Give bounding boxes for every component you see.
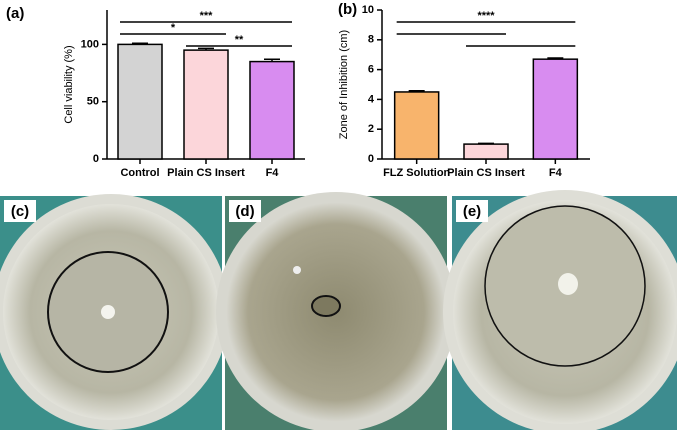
y-tick-label: 50 xyxy=(87,96,99,108)
significance-label: * xyxy=(171,22,176,34)
significance-label: *** xyxy=(200,10,214,22)
error-bar xyxy=(132,42,148,45)
error-bar xyxy=(478,142,494,145)
photo-e xyxy=(443,190,677,430)
photo-label: (d) xyxy=(235,203,254,220)
photo-c xyxy=(0,194,229,430)
y-tick-label: 8 xyxy=(368,34,374,46)
y-tick-label: 2 xyxy=(368,123,374,135)
x-tick-label: FLZ Solution xyxy=(383,167,450,179)
panel-label: (a) xyxy=(6,5,24,22)
photo-label-box xyxy=(4,200,36,222)
error-bar xyxy=(198,47,214,51)
bar xyxy=(393,91,440,160)
photo-label-box xyxy=(229,200,261,222)
y-tick-label: 10 xyxy=(362,4,374,16)
significance-label: ** xyxy=(235,34,244,46)
error-bar xyxy=(264,58,280,62)
x-tick-label: Plain CS Insert xyxy=(167,167,245,179)
bar xyxy=(463,143,509,160)
x-tick-label: Plain CS Insert xyxy=(447,167,525,179)
x-tick-label: F4 xyxy=(266,167,280,179)
photo-label: (e) xyxy=(463,203,481,220)
bar xyxy=(249,60,295,160)
x-tick-label: F4 xyxy=(549,167,563,179)
y-axis-label: Zone of Inhibition (cm) xyxy=(338,30,350,139)
error-bar xyxy=(547,57,564,60)
error-bar xyxy=(408,90,425,92)
y-tick-label: 100 xyxy=(81,38,99,50)
x-tick-label: Control xyxy=(120,167,159,179)
photo-label-box xyxy=(456,200,488,222)
y-tick-label: 6 xyxy=(368,64,374,76)
y-axis-label: Cell viability (%) xyxy=(63,45,75,123)
significance-label: **** xyxy=(477,10,495,22)
y-tick-label: 0 xyxy=(368,153,374,165)
y-tick-label: 0 xyxy=(93,153,99,165)
bar xyxy=(183,49,229,160)
panel-label: (b) xyxy=(338,1,357,18)
bar xyxy=(532,58,579,160)
bar xyxy=(117,43,163,160)
y-tick-label: 4 xyxy=(368,93,375,105)
photo-d xyxy=(216,192,456,430)
photo-label: (c) xyxy=(11,203,29,220)
